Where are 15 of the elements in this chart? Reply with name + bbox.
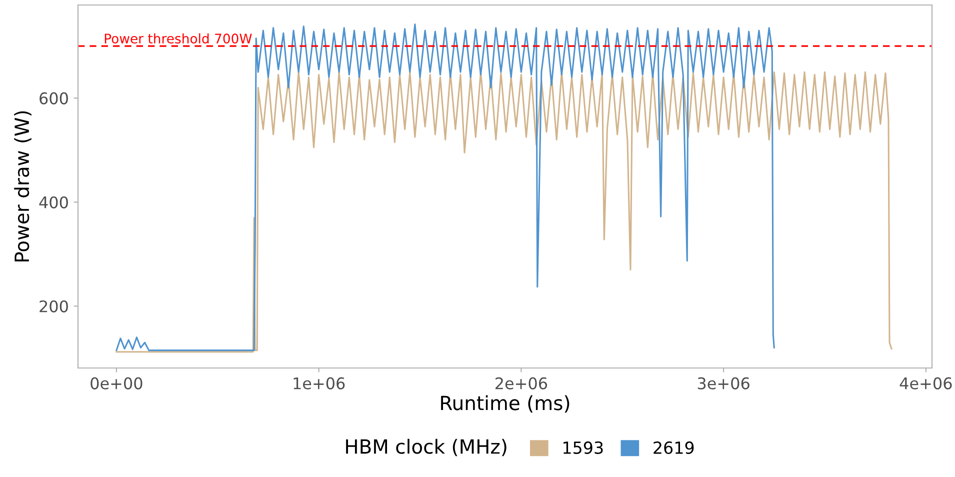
y-tick-label: 200: [40, 300, 68, 312]
x-axis-title: Runtime (ms): [441, 395, 570, 413]
line-series: [116, 71, 892, 353]
y-tick-label: 600: [40, 92, 68, 104]
y-axis-title: Power draw (W): [14, 111, 32, 262]
ref-line-label: Power threshold 700W: [104, 33, 252, 44]
y-tick-label: 400: [39, 196, 68, 208]
x-tick-label: 2e+06: [496, 377, 548, 390]
x-tick-label: 0e+00: [90, 377, 142, 390]
legend-label: 2619: [654, 441, 694, 454]
x-tick-label: 3e+06: [698, 377, 750, 390]
x-tick-label: 4e+06: [900, 377, 952, 390]
legend-label: 1593: [563, 441, 603, 454]
legend-title: HBM clock (MHz): [346, 438, 506, 456]
x-tick-label: 1e+06: [294, 377, 345, 390]
